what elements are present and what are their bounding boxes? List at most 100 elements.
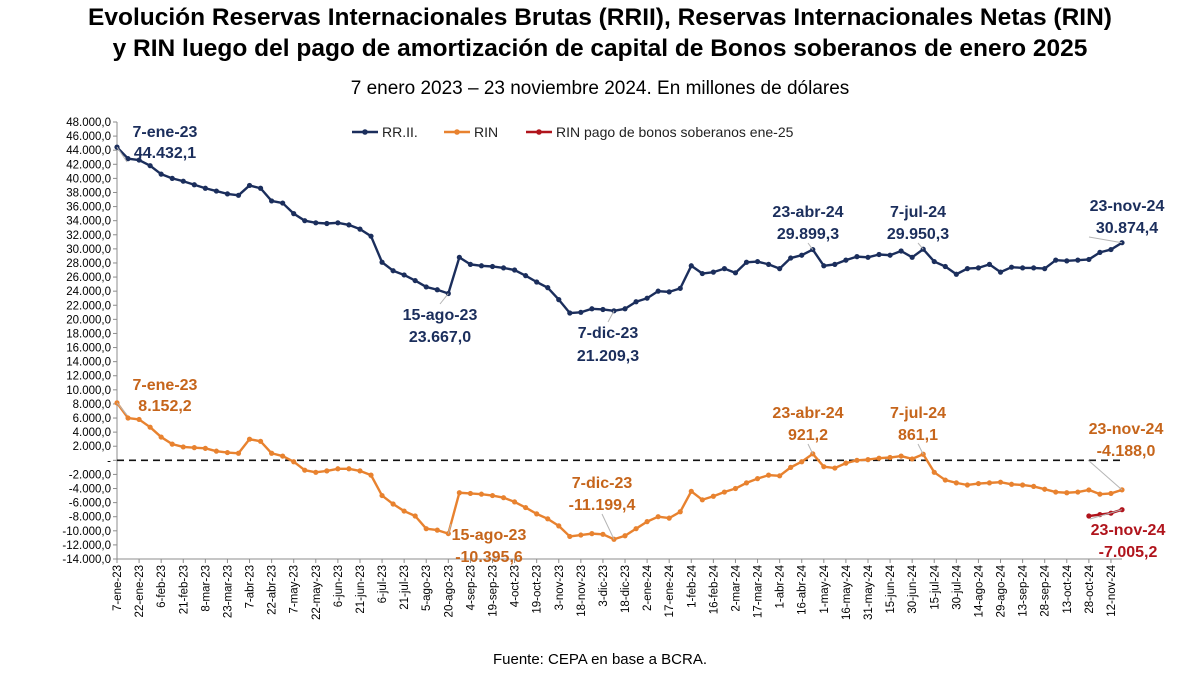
series-rrii-point: [1075, 257, 1081, 263]
annotation-value: -10.395,6: [455, 549, 523, 566]
series-rin-point: [534, 511, 540, 517]
series-rrii-point: [644, 295, 650, 301]
series-rin-point: [257, 438, 264, 444]
series-rrii-point: [489, 263, 496, 270]
series-rrii-point: [534, 279, 540, 285]
series-rrii-point: [964, 266, 970, 272]
series-rin-point: [788, 464, 794, 470]
series-rin-point: [423, 526, 429, 532]
annotation-leader: [807, 242, 814, 250]
y-tick-label: 16.000,0: [66, 343, 111, 355]
series-rrii-point: [986, 261, 993, 267]
series-rin-point: [909, 456, 915, 462]
series-rin-point: [964, 482, 970, 488]
legend-marker-rin-pago: [536, 129, 542, 135]
y-tick-label: 44.000,0: [66, 145, 111, 157]
series-rin-point: [467, 490, 474, 497]
y-tick-label: -2.000,0: [69, 469, 111, 481]
series-rin-point: [865, 457, 871, 463]
series-rrii-point: [224, 191, 231, 197]
series-rin-point: [1075, 489, 1081, 495]
y-tick-label: 40.000,0: [66, 173, 111, 185]
series-rin-point: [1108, 490, 1114, 497]
annotation-date: 15-ago-23: [452, 527, 527, 544]
series-rrii-point: [666, 289, 672, 295]
series-rrii-point: [622, 306, 628, 312]
series-rrii-point: [567, 310, 573, 316]
series-rin-point: [677, 509, 683, 515]
series-rin-point: [997, 479, 1004, 485]
chart-series: [114, 144, 1125, 542]
series-rin-point: [478, 491, 485, 497]
series-rrii-point: [931, 258, 937, 265]
x-tick-label: 29-ago-24: [996, 564, 1008, 617]
series-rrii-point: [368, 233, 374, 239]
x-tick-label: 4-sep-23: [465, 565, 477, 610]
annotation-leader: [917, 443, 924, 455]
y-tick-label: 46.000,0: [66, 131, 111, 143]
series-rrii-point: [600, 306, 606, 313]
annotation-leader: [607, 310, 615, 323]
series-rin-point: [777, 473, 783, 479]
series-rin-point: [489, 492, 496, 499]
annotation-value: 29.950,3: [887, 226, 949, 243]
annotation-leader: [1088, 236, 1123, 244]
series-rrii-point: [788, 255, 794, 261]
y-tick-label: 8.000,0: [73, 399, 111, 411]
series-rrii-point: [269, 198, 275, 204]
series-rrii-point: [765, 261, 772, 267]
series-rrii-point: [478, 263, 485, 269]
annotation-leader: [116, 146, 128, 163]
x-tick-label: 20-ago-23: [443, 565, 455, 617]
series-rrii-point: [246, 182, 253, 189]
series-rin-point: [567, 533, 573, 540]
annotation-value: 30.874,4: [1096, 220, 1158, 237]
series-rrii-point: [213, 188, 219, 194]
series-rin-point: [876, 455, 882, 461]
x-tick-label: 22-abr-23: [267, 565, 279, 615]
x-tick-label: 6-feb-23: [156, 565, 168, 608]
x-tick-label: 13-sep-24: [1018, 564, 1030, 616]
series-rrii-point: [821, 263, 827, 269]
series-rin-point: [765, 472, 772, 478]
series-rrii-point: [412, 277, 418, 284]
series-rrii-point: [1108, 246, 1114, 253]
annotation-value: 921,2: [788, 427, 828, 444]
y-tick-label: 10.000,0: [66, 385, 111, 397]
y-tick-label: 26.000,0: [66, 272, 111, 284]
series-rrii-line: [116, 146, 1123, 315]
x-tick-label: 6-jun-23: [333, 565, 345, 607]
series-rin-point: [843, 460, 849, 466]
y-tick-label: 48.000,0: [66, 117, 111, 129]
x-tick-label: 1-abr-24: [775, 564, 787, 608]
series-rin-point: [699, 497, 705, 503]
chart-title-line-1: Evolución Reservas Internacionales Bruta…: [88, 4, 1112, 31]
series-rin-point: [754, 476, 761, 482]
series-rrii-point: [578, 309, 584, 315]
series-rin-point: [743, 480, 750, 486]
x-tick-label: 28-oct-24: [1084, 564, 1096, 613]
series-rin-point: [136, 416, 142, 423]
annotation-leader: [807, 443, 814, 455]
series-rin-point: [931, 469, 937, 475]
x-tick-label: 2-ene-24: [642, 564, 654, 611]
y-tick-label: 24.000,0: [66, 286, 111, 298]
annotation-leader: [447, 523, 452, 534]
annotation-leader: [116, 402, 128, 416]
y-tick-label: 12.000,0: [66, 371, 111, 383]
series-rin-point: [644, 519, 650, 525]
annotation-value: -4.188,0: [1097, 443, 1156, 460]
series-rin-point: [445, 530, 451, 537]
annotation-value: 44.432,1: [134, 145, 196, 162]
series-rrii-point: [909, 254, 915, 260]
series-rrii-point: [511, 267, 518, 273]
series-rin-point: [1031, 483, 1037, 490]
x-tick-label: 19-sep-23: [487, 565, 499, 617]
chart-title-line-2: y RIN luego del pago de amortización de …: [112, 35, 1088, 62]
series-rrii-point: [456, 254, 462, 260]
series-rin-point: [799, 459, 805, 465]
annotation-date: 23-nov-24: [1090, 198, 1165, 215]
x-tick-label: 21-feb-23: [178, 565, 190, 614]
series-rrii-point: [191, 182, 197, 188]
series-rrii-point: [865, 254, 871, 260]
